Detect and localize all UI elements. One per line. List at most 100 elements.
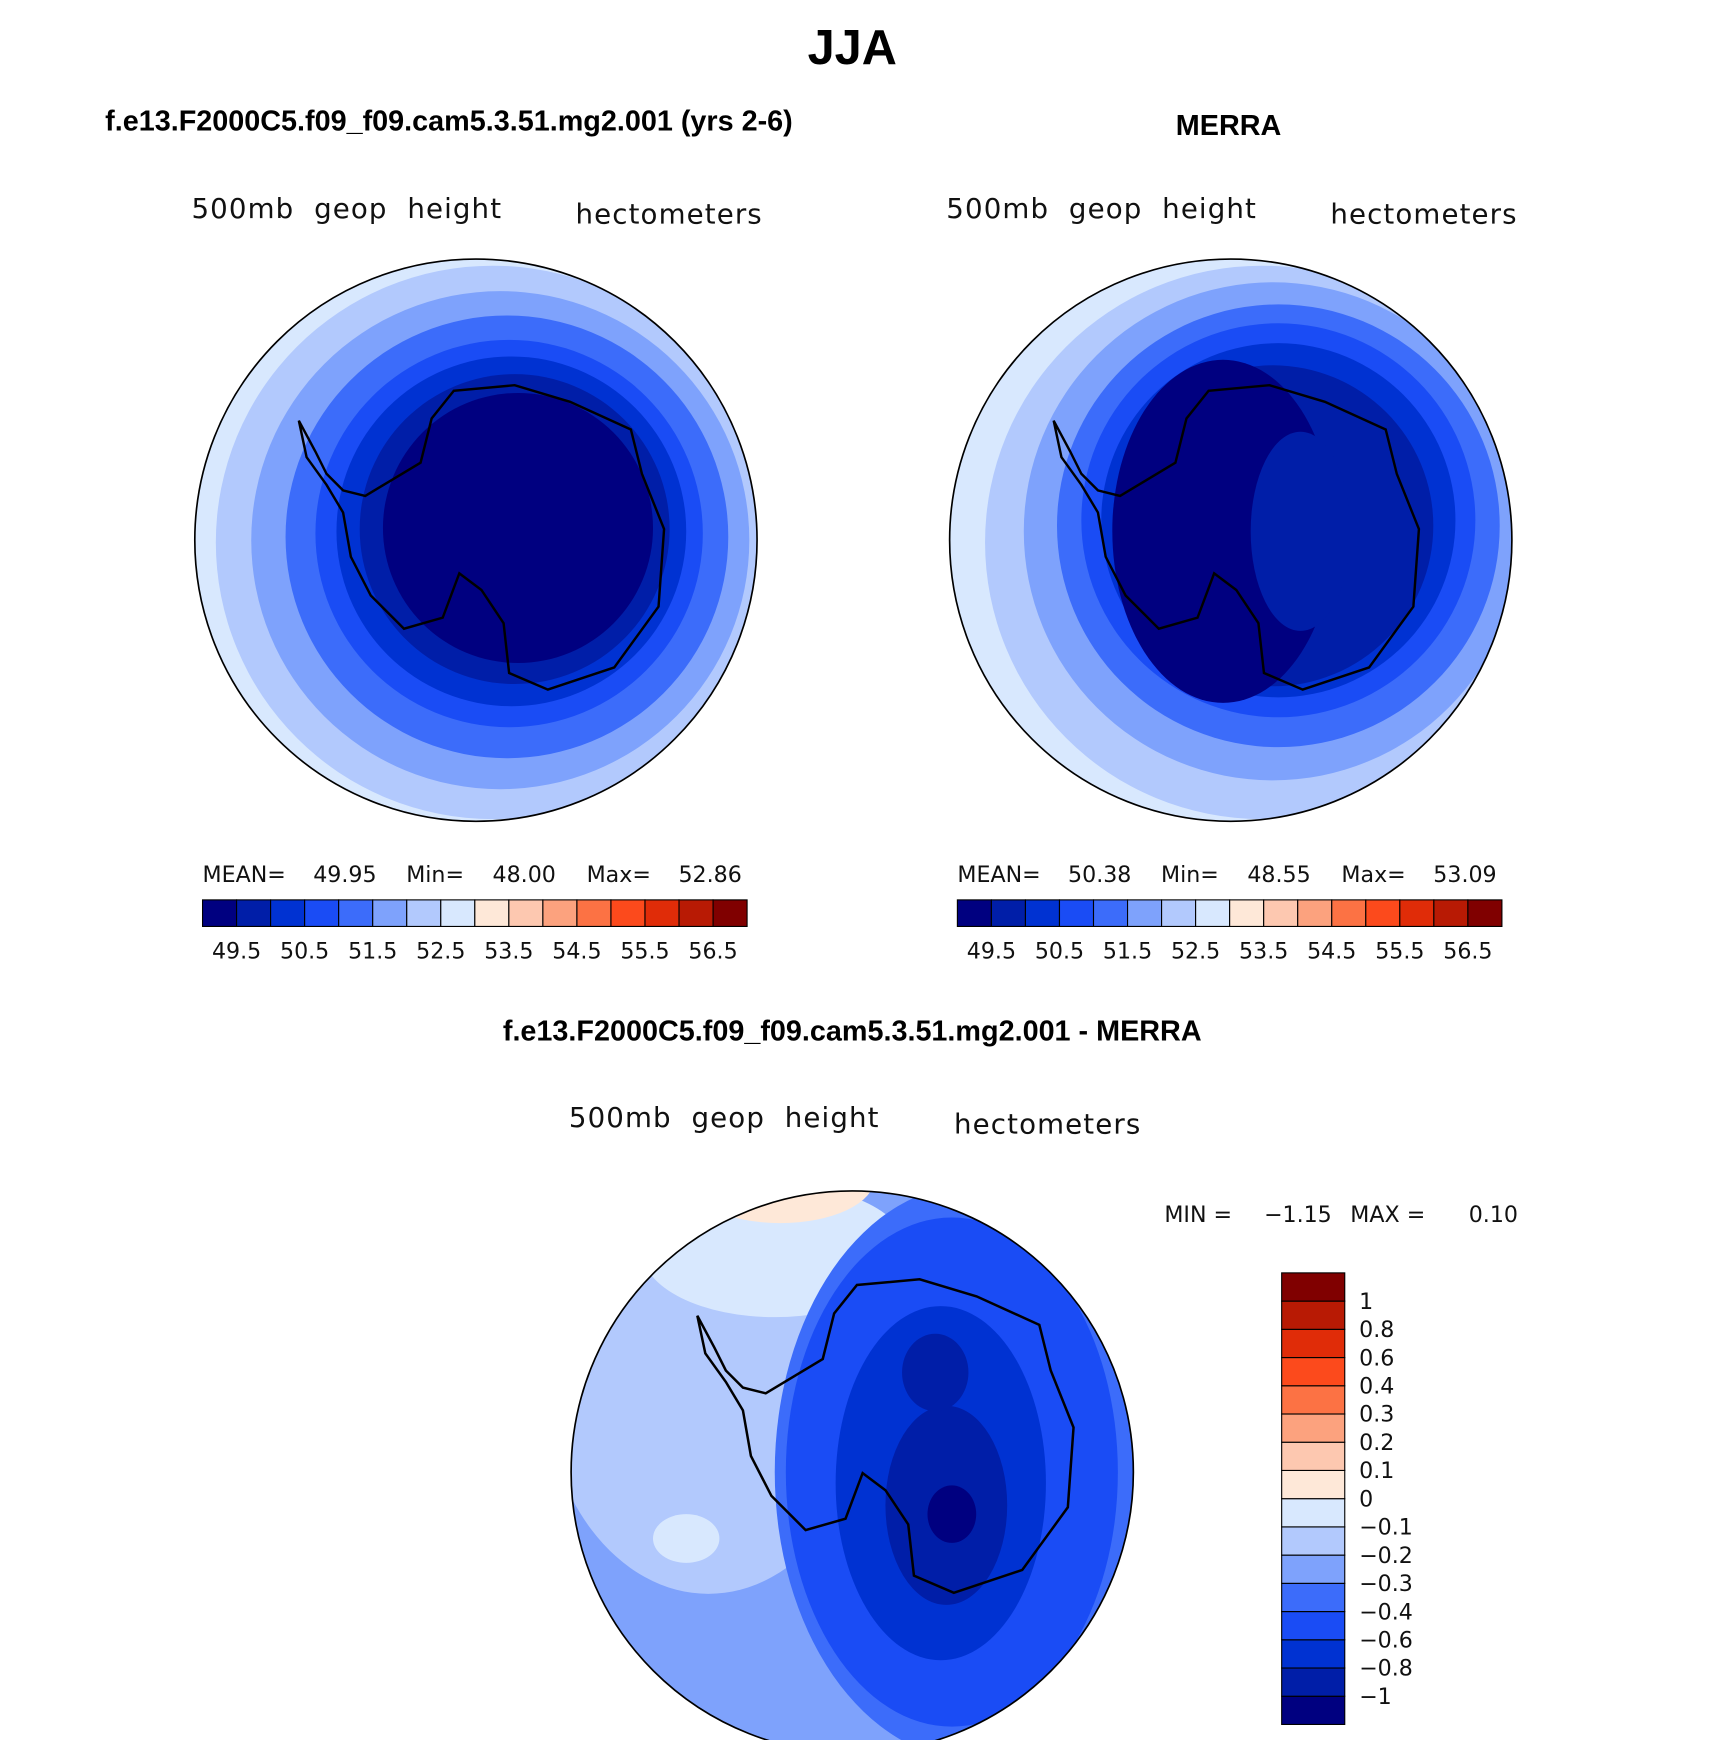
colorbar-label: 56.5 (688, 939, 737, 965)
colorbar-box (542, 899, 578, 927)
colorbar-box (1281, 1441, 1346, 1471)
colorbar-label: 0 (1359, 1486, 1373, 1512)
colorbar-box (1058, 899, 1095, 927)
colorbar-label: 0.4 (1359, 1374, 1394, 1400)
stat: Max= (1341, 862, 1405, 888)
colorbar-box (440, 899, 476, 927)
colorbar-box (1281, 1610, 1346, 1641)
colorbar-box (406, 899, 442, 927)
stat: 48.55 (1247, 862, 1310, 888)
colorbar-box (1433, 899, 1469, 927)
map-model (194, 259, 758, 822)
colorbar-box (270, 899, 306, 927)
panel-title: MERRA (1176, 110, 1282, 142)
colorbar-box (576, 899, 612, 927)
stat: Min= (1161, 862, 1219, 888)
colorbar-box (1365, 899, 1401, 927)
colorbar-box (1195, 899, 1231, 927)
colorbar-label: 55.5 (1375, 939, 1424, 965)
colorbar-box (1281, 1469, 1346, 1500)
colorbar-box (474, 899, 510, 927)
stat: MAX = (1350, 1202, 1425, 1228)
stat: MIN = (1164, 1202, 1232, 1228)
colorbar-label: −0.4 (1359, 1599, 1413, 1625)
stat: 0.10 (1469, 1202, 1518, 1228)
stat: 52.86 (678, 862, 741, 888)
colorbar-box (1161, 899, 1197, 927)
colorbar-label: −0.3 (1359, 1571, 1413, 1597)
colorbar-label: 50.5 (280, 939, 329, 965)
colorbar-box (1263, 899, 1299, 927)
colorbar-label: 56.5 (1443, 939, 1492, 965)
colorbar-label: 53.5 (484, 939, 533, 965)
colorbar-label: 51.5 (348, 939, 397, 965)
colorbar-box (1399, 899, 1435, 927)
colorbar-box (1024, 899, 1061, 927)
stat: 49.95 (313, 862, 376, 888)
colorbar-box (644, 899, 680, 927)
colorbar-label: 54.5 (1307, 939, 1356, 965)
units-label: hectometers (954, 1107, 1141, 1140)
colorbar-box (1281, 1413, 1346, 1443)
figure-title: JJA (808, 21, 897, 75)
colorbar-label: −0.2 (1359, 1543, 1413, 1569)
colorbar-box (1126, 899, 1163, 927)
colorbar-label: 49.5 (967, 939, 1016, 965)
colorbar-box (372, 899, 408, 927)
colorbar-label: 55.5 (620, 939, 669, 965)
colorbar-label: 52.5 (416, 939, 465, 965)
stat: 50.38 (1068, 862, 1131, 888)
colorbar-label: −1 (1359, 1684, 1392, 1710)
colorbar-label: 0.6 (1359, 1345, 1394, 1371)
stat: Max= (587, 862, 651, 888)
colorbar-label: −0.1 (1359, 1515, 1413, 1541)
colorbar-box (712, 899, 748, 927)
colorbar-label: 0.1 (1359, 1458, 1394, 1484)
colorbar-label: −0.8 (1359, 1656, 1413, 1682)
colorbar-box (1281, 1695, 1346, 1725)
map-merra (949, 259, 1512, 822)
colorbar-label: 49.5 (212, 939, 261, 965)
colorbar-box (1281, 1498, 1346, 1528)
variable-label: 500mb geop height (569, 1101, 880, 1134)
colorbar-box (1281, 1667, 1346, 1697)
colorbar-box (338, 899, 374, 927)
colorbar-box (236, 899, 272, 927)
variable-label: 500mb geop height (946, 192, 1257, 225)
colorbar-box (1281, 1582, 1346, 1613)
colorbar-box (1281, 1526, 1346, 1556)
colorbar-label: 0.2 (1359, 1430, 1394, 1456)
colorbar-box (610, 899, 646, 927)
units-label: hectometers (1330, 198, 1517, 231)
colorbar-box (1281, 1300, 1346, 1330)
colorbar-label: 1 (1359, 1289, 1373, 1315)
colorbar-label: 0.3 (1359, 1402, 1394, 1428)
colorbar-box (304, 899, 340, 927)
stat: Min= (406, 862, 464, 888)
colorbar-label: 53.5 (1239, 939, 1288, 965)
colorbar-box (1281, 1385, 1346, 1415)
colorbar-box (1229, 899, 1265, 927)
colorbar-box (201, 899, 238, 927)
colorbar-box (956, 899, 992, 927)
colorbar-box (990, 899, 1026, 927)
colorbar-box (1297, 899, 1333, 927)
stat: MEAN= (203, 862, 286, 888)
stat: −1.15 (1264, 1202, 1332, 1228)
colorbar-label: 52.5 (1171, 939, 1220, 965)
colorbar-label: 51.5 (1103, 939, 1152, 965)
colorbar-box (1281, 1356, 1346, 1387)
colorbar-box (1467, 899, 1503, 927)
colorbar-label: 54.5 (552, 939, 601, 965)
colorbar-box (508, 899, 544, 927)
stat: MEAN= (957, 862, 1040, 888)
stat: 48.00 (493, 862, 556, 888)
colorbar-box (1331, 899, 1367, 927)
colorbar-label: 50.5 (1035, 939, 1084, 965)
panel-title: f.e13.F2000C5.f09_f09.cam5.3.51.mg2.001 … (503, 1015, 1202, 1047)
colorbar-box (1281, 1639, 1346, 1669)
panel-title: f.e13.F2000C5.f09_f09.cam5.3.51.mg2.001 … (105, 106, 793, 138)
colorbar-box (1281, 1554, 1346, 1584)
